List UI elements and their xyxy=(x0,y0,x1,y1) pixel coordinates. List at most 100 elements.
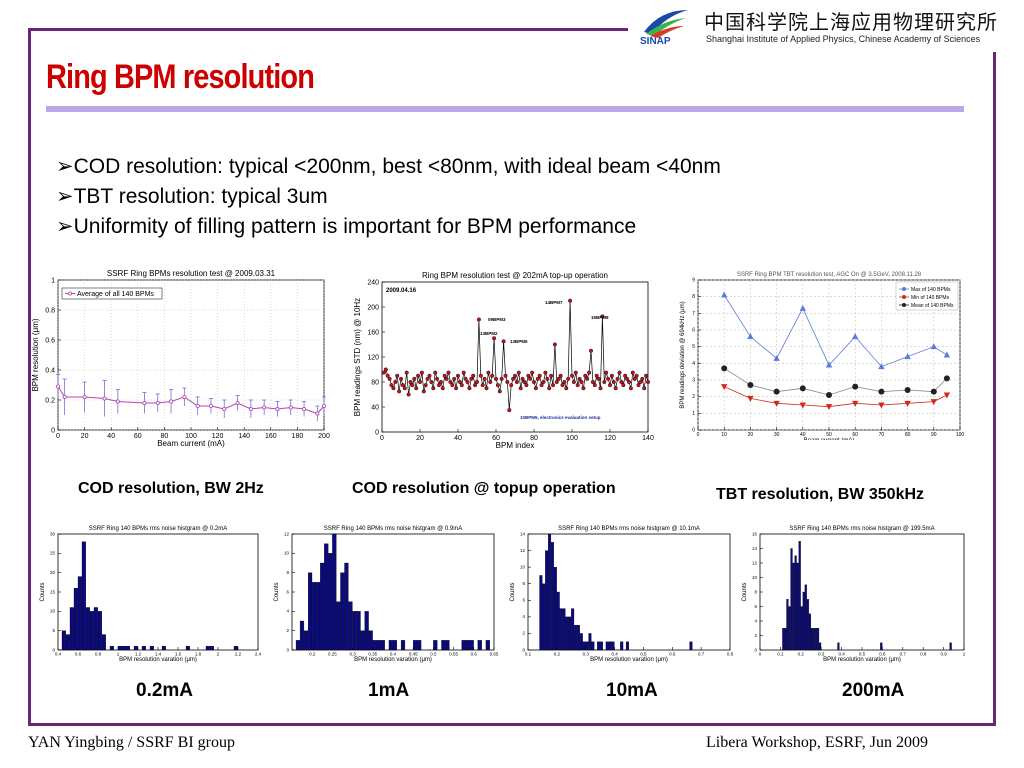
annotation: 13BPM5 xyxy=(510,339,528,344)
data-point xyxy=(465,379,470,384)
data-point xyxy=(55,384,60,389)
histogram-bar xyxy=(205,645,210,651)
histogram-bar xyxy=(465,640,470,651)
histogram-bar xyxy=(81,541,86,651)
histogram-bar xyxy=(620,641,624,651)
data-point xyxy=(642,386,647,391)
histogram-bar xyxy=(73,587,78,651)
histogram-bar xyxy=(545,550,549,651)
data-point xyxy=(773,388,780,395)
histogram-bar xyxy=(328,553,333,651)
histogram-bar xyxy=(790,548,793,651)
data-point xyxy=(636,383,641,388)
data-point xyxy=(533,386,538,391)
histogram-0.2mA: SSRF Ring 140 BPMs rms noise histgram @ … xyxy=(40,526,262,663)
data-point xyxy=(391,386,396,391)
histogram-bar xyxy=(568,616,572,651)
data-point xyxy=(505,379,510,384)
y-tick-label: 6 xyxy=(754,604,757,609)
bullet-item: ➢TBT resolution: typical 3um xyxy=(56,185,328,208)
legend-box xyxy=(61,287,163,300)
legend-label: Average of all 140 BPMs xyxy=(77,291,154,298)
data-point xyxy=(613,386,618,391)
x-tick-label: 1.6 xyxy=(175,652,182,657)
data-point xyxy=(537,373,542,378)
histogram-bar xyxy=(810,628,813,651)
histogram-bar xyxy=(485,640,490,651)
x-tick-label: 0.25 xyxy=(328,652,337,657)
y-tick-label: 10 xyxy=(284,551,290,556)
y-tick-label: 6 xyxy=(692,328,695,334)
data-point xyxy=(457,379,462,384)
y-tick-label: 0 xyxy=(522,647,525,652)
y-axis-label: BPM readings deviation @ 694kHz (μm) xyxy=(680,301,686,408)
x-tick-label: 0.2 xyxy=(554,652,561,657)
data-point xyxy=(596,376,601,381)
data-point xyxy=(583,373,588,378)
histogram-bar xyxy=(97,611,102,651)
histogram-bar xyxy=(816,628,820,651)
y-tick-label: 5 xyxy=(52,628,55,633)
data-point xyxy=(509,383,514,388)
x-tick-label: 60 xyxy=(852,432,858,438)
data-point xyxy=(943,351,951,358)
histogram-bar xyxy=(133,645,138,651)
x-axis-label: BPM index xyxy=(496,441,535,450)
data-point xyxy=(617,370,622,375)
x-axis-label: BPM resolution varation (μm) xyxy=(354,657,432,663)
caption-h3: 10mA xyxy=(606,680,658,701)
data-point xyxy=(943,375,950,382)
y-tick-label: 10 xyxy=(520,564,526,569)
data-point xyxy=(302,406,307,411)
data-point xyxy=(549,373,554,378)
histogram-bar xyxy=(788,606,791,651)
histogram-bar xyxy=(553,566,557,651)
x-tick-label: 0.6 xyxy=(471,652,478,657)
data-point xyxy=(473,383,478,388)
histogram-bar xyxy=(117,645,122,651)
histogram-bar xyxy=(469,640,474,651)
x-tick-label: 30 xyxy=(774,432,780,438)
x-tick-label: 140 xyxy=(238,433,250,440)
histogram-bar xyxy=(308,572,313,651)
title-underline xyxy=(46,106,964,112)
y-tick-label: 8 xyxy=(754,589,757,594)
x-tick-label: 2.2 xyxy=(235,652,242,657)
legend-marker xyxy=(68,291,73,296)
x-tick-label: 0.8 xyxy=(920,652,927,657)
histogram-bar xyxy=(539,575,543,651)
histogram-bar xyxy=(332,533,337,651)
x-tick-label: 2.4 xyxy=(255,652,262,657)
x-tick-label: 50 xyxy=(826,432,832,438)
data-point xyxy=(507,408,512,413)
data-point xyxy=(421,389,426,394)
histogram-bar xyxy=(344,562,349,651)
x-tick-label: 1 xyxy=(117,652,120,657)
histogram-bar xyxy=(611,641,615,651)
page-title: Ring BPM resolution xyxy=(46,58,315,96)
histogram-bar xyxy=(149,645,154,651)
histogram-bar xyxy=(477,640,482,651)
data-point xyxy=(530,370,535,375)
data-point xyxy=(387,376,392,381)
y-tick-label: 4 xyxy=(286,609,289,614)
annotation: 13BPM2 xyxy=(480,331,498,336)
caption-h4: 200mA xyxy=(842,680,905,701)
data-point xyxy=(943,392,951,399)
data-point xyxy=(904,387,911,393)
histogram-bar xyxy=(348,601,353,651)
histogram-bar xyxy=(880,642,883,651)
plot-area xyxy=(381,281,649,433)
histogram-bar xyxy=(548,533,552,651)
data-point xyxy=(436,383,441,388)
data-point xyxy=(493,376,498,381)
series-line xyxy=(723,367,948,396)
histogram-bar xyxy=(599,641,603,651)
y-tick-label: 200 xyxy=(367,305,379,312)
bullet-item: ➢Uniformity of filling pattern is import… xyxy=(56,215,637,238)
data-point xyxy=(646,379,651,384)
x-tick-label: 0.6 xyxy=(669,652,676,657)
histogram-bar xyxy=(794,555,797,651)
data-point xyxy=(385,373,390,378)
x-tick-label: 1.8 xyxy=(195,652,202,657)
